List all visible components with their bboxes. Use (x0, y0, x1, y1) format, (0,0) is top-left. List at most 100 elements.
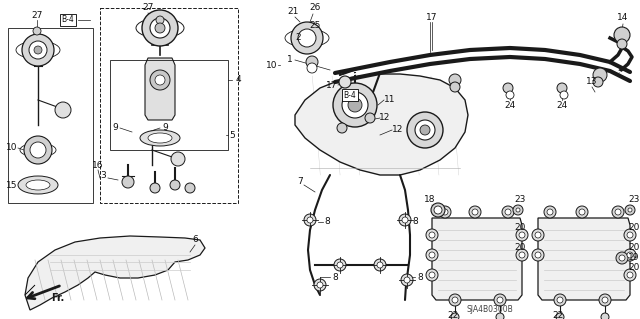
Text: 19: 19 (628, 254, 640, 263)
Circle shape (298, 29, 316, 47)
Text: SJA4B0300B: SJA4B0300B (467, 306, 513, 315)
Circle shape (602, 297, 608, 303)
Circle shape (506, 91, 514, 99)
Bar (100, 8, 238, 203)
Text: 20: 20 (628, 224, 640, 233)
Text: 6: 6 (192, 235, 198, 244)
Text: 20: 20 (628, 243, 640, 253)
Text: 8: 8 (324, 218, 330, 226)
Text: 23: 23 (628, 196, 640, 204)
Circle shape (497, 297, 503, 303)
Text: 16: 16 (92, 160, 104, 169)
Circle shape (24, 136, 52, 164)
Circle shape (617, 39, 627, 49)
Text: B-4: B-4 (344, 91, 356, 100)
Text: 4: 4 (235, 76, 241, 85)
Text: 23: 23 (515, 196, 525, 204)
Circle shape (624, 229, 636, 241)
Circle shape (374, 259, 386, 271)
Circle shape (452, 297, 458, 303)
Text: 17: 17 (426, 13, 438, 23)
Text: B-4: B-4 (61, 16, 74, 25)
Circle shape (399, 214, 411, 226)
Circle shape (291, 22, 323, 54)
Text: 12: 12 (380, 114, 390, 122)
Text: 10: 10 (6, 144, 17, 152)
Text: 24: 24 (556, 100, 568, 109)
Text: 17: 17 (326, 80, 338, 90)
Circle shape (494, 294, 506, 306)
Text: 18: 18 (424, 196, 436, 204)
Circle shape (615, 209, 621, 215)
Text: 15: 15 (6, 181, 17, 189)
Circle shape (155, 23, 165, 33)
Text: 25: 25 (309, 20, 321, 29)
Circle shape (337, 123, 347, 133)
Circle shape (496, 313, 504, 319)
Circle shape (593, 77, 603, 87)
Text: 22: 22 (447, 310, 459, 319)
Circle shape (342, 92, 368, 118)
Text: 20: 20 (515, 243, 525, 253)
Bar (110, 60, 228, 150)
Circle shape (155, 75, 165, 85)
Text: 1: 1 (287, 56, 293, 64)
Polygon shape (25, 285, 35, 295)
Circle shape (415, 120, 435, 140)
Circle shape (348, 98, 362, 112)
Polygon shape (432, 218, 522, 300)
Circle shape (544, 206, 556, 218)
Circle shape (516, 208, 520, 212)
Circle shape (554, 294, 566, 306)
Text: 5: 5 (229, 130, 235, 139)
Circle shape (449, 74, 461, 86)
Text: 10: 10 (266, 61, 278, 70)
Circle shape (304, 214, 316, 226)
Circle shape (513, 205, 523, 215)
Text: 12: 12 (392, 125, 404, 135)
Circle shape (150, 70, 170, 90)
Circle shape (601, 313, 609, 319)
Circle shape (150, 18, 170, 38)
Circle shape (156, 16, 164, 24)
Text: 21: 21 (287, 8, 299, 17)
Circle shape (516, 229, 528, 241)
Circle shape (339, 76, 351, 88)
Bar (8, 28, 93, 203)
Circle shape (33, 27, 41, 35)
Circle shape (439, 206, 451, 218)
Text: 9: 9 (112, 123, 118, 132)
Polygon shape (145, 58, 175, 120)
Circle shape (449, 294, 461, 306)
Circle shape (34, 46, 42, 54)
Text: 24: 24 (504, 100, 516, 109)
Circle shape (22, 34, 54, 66)
Circle shape (401, 274, 413, 286)
Circle shape (334, 259, 346, 271)
Text: 20: 20 (515, 224, 525, 233)
Ellipse shape (26, 180, 50, 190)
Circle shape (122, 176, 134, 188)
Circle shape (505, 209, 511, 215)
Circle shape (306, 56, 318, 68)
Circle shape (171, 152, 185, 166)
Circle shape (628, 208, 632, 212)
Circle shape (502, 206, 514, 218)
Circle shape (307, 217, 313, 223)
Circle shape (535, 252, 541, 258)
Circle shape (619, 255, 625, 261)
Circle shape (624, 269, 636, 281)
Circle shape (624, 249, 636, 261)
Text: 7: 7 (297, 177, 303, 187)
Circle shape (556, 313, 564, 319)
Circle shape (532, 249, 544, 261)
Circle shape (450, 82, 460, 92)
Circle shape (535, 232, 541, 238)
Circle shape (55, 102, 71, 118)
Circle shape (434, 206, 442, 214)
Text: 3: 3 (100, 170, 106, 180)
Polygon shape (295, 74, 468, 175)
Text: 20: 20 (628, 263, 640, 272)
Text: 26: 26 (309, 4, 321, 12)
Circle shape (29, 41, 47, 59)
